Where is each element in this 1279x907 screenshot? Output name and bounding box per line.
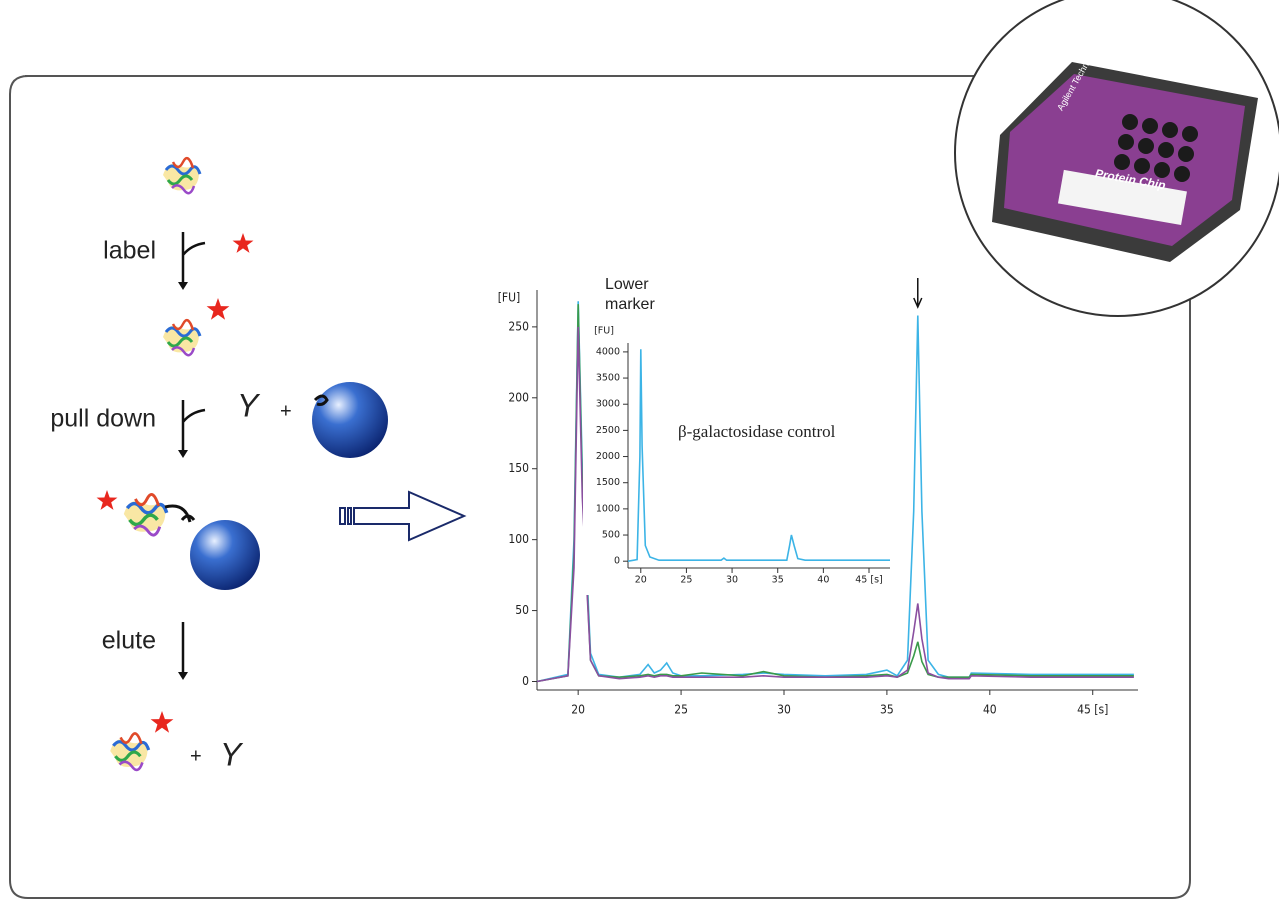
peak-arrow bbox=[914, 278, 922, 307]
workflow: label pull down Y + elute + Y bbox=[50, 158, 464, 772]
chip-photo: Agilent Technologies Protein Chip bbox=[955, 0, 1279, 316]
y-tick-label: 3000 bbox=[596, 399, 620, 410]
protein bbox=[163, 158, 200, 193]
annotation-line: marker bbox=[605, 296, 655, 313]
x-tick-label: 25 bbox=[674, 703, 688, 717]
y-tick-label: 200 bbox=[508, 390, 529, 404]
y-tick-label: 4000 bbox=[596, 346, 620, 357]
protein bbox=[163, 320, 200, 355]
x-tick-label: 45 [s] bbox=[1077, 703, 1108, 717]
annotation-line: Lower bbox=[605, 276, 649, 293]
chart: 0 500 1000 1500 2000 2500 3000 3500 4000 20 25 30 35… bbox=[583, 318, 905, 595]
protein bbox=[124, 494, 167, 535]
y-tick-label: 2500 bbox=[596, 425, 620, 436]
x-tick-label: 40 bbox=[983, 703, 997, 717]
plus: + bbox=[190, 745, 202, 767]
x-tick-label: 30 bbox=[777, 703, 791, 717]
y-tick-label: 250 bbox=[508, 319, 529, 333]
y-tick-label: 0 bbox=[614, 556, 620, 567]
y-tick-label: 50 bbox=[515, 603, 529, 617]
step-pull-down: pull down bbox=[50, 405, 156, 433]
antibody: Y bbox=[237, 387, 261, 423]
step-label: label bbox=[103, 237, 156, 265]
y-tick-label: 500 bbox=[602, 530, 620, 541]
x-tick-label: 40 bbox=[817, 575, 829, 586]
y-axis-label: [FU] bbox=[498, 291, 521, 305]
y-tick-label: 1000 bbox=[596, 503, 620, 514]
y-tick-label: 0 bbox=[522, 674, 529, 688]
plus: + bbox=[280, 400, 292, 422]
x-tick-label: 25 bbox=[680, 575, 692, 586]
y-tick-label: 2000 bbox=[596, 451, 620, 462]
y-axis-label: [FU] bbox=[594, 326, 614, 337]
flow-arrow bbox=[340, 492, 464, 540]
annotation: Lower marker bbox=[605, 276, 655, 313]
protein bbox=[110, 733, 148, 769]
x-tick-label: 20 bbox=[571, 703, 585, 717]
figure: label pull down Y + elute + Y Agilent Te… bbox=[0, 0, 1279, 907]
y-tick-label: 100 bbox=[508, 532, 529, 546]
y-tick-label: 150 bbox=[508, 461, 529, 475]
y-tick-label: 1500 bbox=[596, 477, 620, 488]
annotation: β-galactosidase control bbox=[678, 422, 836, 441]
x-tick-label: 30 bbox=[726, 575, 738, 586]
x-tick-label: 20 bbox=[635, 575, 647, 586]
y-tick-label: 3500 bbox=[596, 373, 620, 384]
antibody: Y bbox=[220, 736, 244, 772]
step-elute: elute bbox=[102, 627, 156, 655]
x-tick-label: 35 bbox=[772, 575, 784, 586]
x-tick-label: 35 bbox=[880, 703, 894, 717]
x-tick-label: 45 [s] bbox=[855, 575, 882, 586]
inset-background bbox=[583, 318, 905, 595]
